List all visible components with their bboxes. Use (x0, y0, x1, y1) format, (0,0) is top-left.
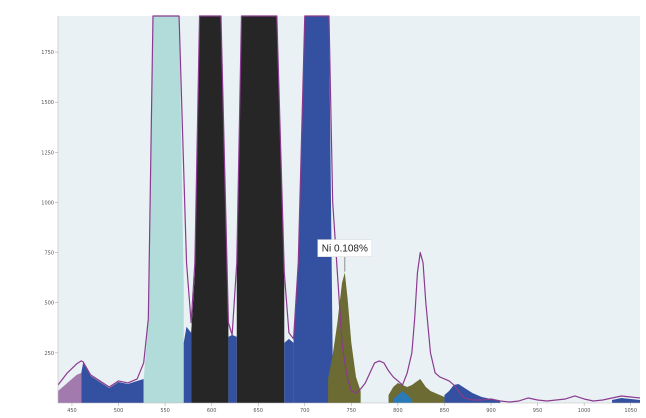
filled-region-6 (236, 16, 285, 403)
x-tick-label: 700 (300, 408, 310, 414)
x-tick-label: 650 (253, 408, 263, 414)
filled-region-5 (228, 334, 237, 403)
x-tick-label: 750 (347, 408, 357, 414)
x-tick-label: 850 (440, 408, 450, 414)
annotation-label: Ni 0.108% (322, 244, 368, 255)
x-tick-label: 900 (486, 408, 496, 414)
x-tick-label: 600 (207, 408, 217, 414)
x-tick-label: 550 (160, 408, 170, 414)
filled-region-0 (58, 372, 82, 403)
x-tick-label: 1000 (578, 408, 591, 414)
y-tick-label: 750 (44, 251, 54, 257)
x-tick-label: 500 (114, 408, 124, 414)
x-tick-label: 1050 (624, 408, 637, 414)
filled-region-13 (612, 397, 640, 403)
filled-region-4 (191, 16, 229, 403)
filled-region-8 (293, 16, 333, 403)
filled-region-12 (444, 383, 501, 403)
y-tick-label: 1000 (41, 200, 54, 206)
y-tick-label: 1500 (41, 100, 54, 106)
x-tick-label: 950 (533, 408, 543, 414)
filled-region-3 (183, 326, 192, 403)
filled-region-11 (393, 390, 412, 403)
y-tick-label: 500 (44, 301, 54, 307)
x-tick-label: 800 (393, 408, 403, 414)
filled-region-9 (328, 272, 361, 403)
filled-region-2 (143, 16, 184, 403)
filled-region-1 (81, 362, 144, 403)
annotation-box (317, 239, 373, 257)
y-tick-label: 250 (44, 351, 54, 357)
filled-region-7 (284, 338, 294, 403)
outline-series-line (57, 15, 641, 403)
x-tick-label: 450 (67, 408, 77, 414)
annotation-callout: Ni 0.108% (317, 239, 373, 272)
y-tick-label: 1250 (41, 150, 54, 156)
y-tick-label: 1750 (41, 50, 54, 56)
